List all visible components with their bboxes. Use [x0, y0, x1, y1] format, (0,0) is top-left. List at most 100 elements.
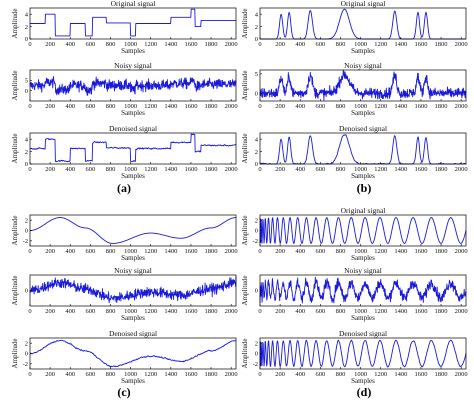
panel-label-d: (d): [357, 385, 372, 399]
x-tick-label: 1800: [205, 371, 218, 378]
x-tick-label: 600: [85, 308, 95, 315]
x-tick-label: 1400: [164, 41, 177, 48]
x-tick-label: 1000: [124, 371, 137, 378]
x-tick-label: 1600: [184, 41, 197, 48]
x-tick-label: 2000: [455, 308, 468, 315]
y-tick-label: 0: [255, 351, 258, 358]
x-tick-label: 1800: [205, 166, 218, 173]
y-tick-label: 5: [25, 78, 28, 85]
plot-frame: [29, 69, 237, 102]
x-tick-label: 1200: [374, 308, 387, 315]
x-tick-label: 600: [315, 166, 325, 173]
x-axis-label: Samples: [121, 47, 145, 55]
y-tick-label: 5: [255, 71, 258, 78]
x-tick-label: 400: [295, 166, 305, 173]
y-axis-label: Amplitude: [11, 134, 19, 164]
x-tick-label: 1400: [164, 103, 177, 110]
y-tick-label: 4: [25, 136, 29, 143]
x-tick-label: 0: [258, 166, 261, 173]
x-axis-label: Samples: [351, 109, 375, 117]
chart-panel-c-1: 0 200 400 600 800 1000 1200 1400 1600 1800 2000-20…: [11, 214, 238, 262]
chart-title: Original signal: [111, 0, 156, 8]
x-tick-label: 1800: [435, 308, 448, 315]
x-tick-label: 1600: [414, 371, 427, 378]
signal-line: [29, 339, 237, 368]
y-tick-label: 4: [255, 11, 259, 18]
x-tick-label: 2000: [225, 166, 238, 173]
chart-panel-b-2: Noisy signal 0 200 400 600 800 1000 1200 1400 160…: [241, 61, 468, 117]
x-tick-label: 800: [106, 166, 116, 173]
x-tick-label: 1400: [164, 166, 177, 173]
signal-line: [259, 339, 467, 368]
x-axis-label: Samples: [121, 109, 145, 117]
x-tick-label: 0: [28, 308, 31, 315]
x-tick-label: 2000: [455, 103, 468, 110]
x-tick-label: 600: [315, 371, 325, 378]
x-tick-label: 1400: [164, 371, 177, 378]
x-tick-label: 1000: [354, 248, 367, 255]
signal-line: [29, 8, 237, 37]
x-tick-label: 1200: [144, 103, 157, 110]
x-tick-label: 1400: [394, 41, 407, 48]
y-tick-label: 4: [255, 136, 259, 143]
y-axis-label: Amplitude: [241, 71, 249, 101]
x-tick-label: 2000: [225, 308, 238, 315]
x-tick-label: 600: [315, 308, 325, 315]
chart-panel-a-1: Original signal 0 200 400 600 800 1000 1200 1400…: [11, 0, 238, 55]
x-tick-label: 1200: [374, 103, 387, 110]
x-axis-label: Samples: [351, 314, 375, 322]
panel-label-b: (b): [357, 181, 372, 195]
x-tick-label: 1800: [205, 308, 218, 315]
x-axis-label: Samples: [121, 314, 145, 322]
y-tick-label: 0: [25, 351, 28, 358]
plot-frame: [29, 337, 237, 370]
y-tick-label: 0: [25, 88, 28, 95]
x-tick-label: 1200: [144, 248, 157, 255]
x-tick-label: 200: [275, 103, 285, 110]
y-tick-label: 0: [25, 36, 28, 43]
x-tick-label: 600: [85, 371, 95, 378]
y-tick-label: 0: [25, 288, 28, 295]
x-tick-label: 1000: [124, 41, 137, 48]
plot-frame: [259, 69, 467, 102]
x-tick-label: 600: [85, 166, 95, 173]
y-axis-label: Amplitude: [11, 9, 19, 39]
x-tick-label: 400: [65, 166, 75, 173]
plot-frame: [29, 132, 237, 165]
y-tick-label: -2: [253, 361, 258, 368]
x-tick-label: 800: [336, 166, 346, 173]
panel-label-c: (c): [117, 385, 130, 399]
chart-title: Denoised signal: [339, 329, 387, 338]
x-tick-label: 400: [295, 103, 305, 110]
x-tick-label: 2000: [225, 41, 238, 48]
y-axis-label: Amplitude: [241, 276, 249, 306]
x-tick-label: 2000: [455, 371, 468, 378]
y-tick-label: 2: [25, 217, 28, 224]
x-tick-label: 400: [295, 308, 305, 315]
x-tick-label: 200: [275, 308, 285, 315]
x-tick-label: 1800: [205, 248, 218, 255]
x-axis-label: Samples: [351, 47, 375, 55]
x-tick-label: 1600: [414, 41, 427, 48]
x-tick-label: 400: [65, 248, 75, 255]
x-tick-label: 200: [45, 371, 55, 378]
y-tick-label: 0: [255, 228, 258, 235]
x-axis-label: Samples: [121, 254, 145, 262]
x-tick-label: 800: [106, 248, 116, 255]
y-axis-label: Amplitude: [11, 339, 19, 369]
x-tick-label: 400: [295, 371, 305, 378]
x-tick-label: 1600: [414, 308, 427, 315]
signal-line: [259, 8, 467, 40]
x-tick-label: 1400: [164, 248, 177, 255]
x-tick-label: 1600: [414, 103, 427, 110]
x-axis-label: Samples: [121, 172, 145, 180]
x-tick-label: 800: [336, 371, 346, 378]
x-tick-label: 200: [45, 41, 55, 48]
y-tick-label: 2: [255, 149, 258, 156]
y-tick-label: 2: [25, 149, 28, 156]
x-tick-label: 1600: [414, 248, 427, 255]
x-axis-label: Samples: [121, 377, 145, 385]
chart-title: Denoised signal: [339, 124, 387, 133]
x-tick-label: 600: [85, 41, 95, 48]
